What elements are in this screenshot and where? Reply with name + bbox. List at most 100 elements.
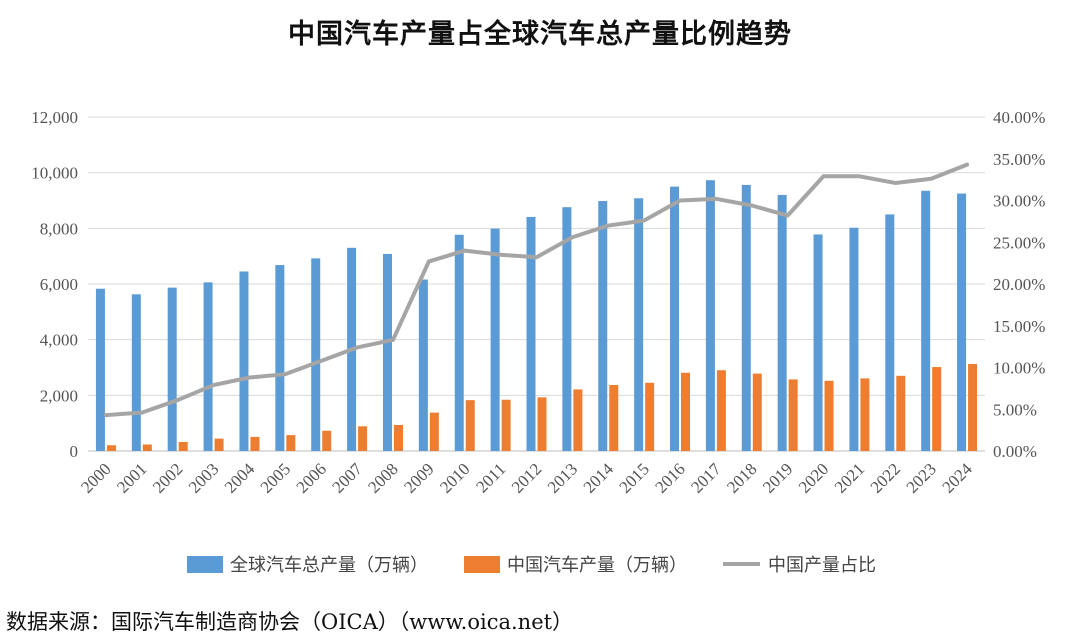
left-axis-ticks: 0 2,000 4,000 6,000 8,000 10,000 12,000 xyxy=(31,108,78,461)
bar-china-2008 xyxy=(393,424,403,451)
y2-tick-label: 20.00% xyxy=(993,275,1045,294)
y-tick-label: 2,000 xyxy=(40,386,78,405)
bar-global-2019 xyxy=(777,194,787,451)
bar-china-2001 xyxy=(142,444,152,451)
y-tick-label: 8,000 xyxy=(40,219,78,238)
bar-china-2021 xyxy=(860,378,870,451)
bar-global-2021 xyxy=(849,227,859,451)
bar-china-2013 xyxy=(573,389,583,451)
bar-china-2022 xyxy=(896,375,906,451)
x-tick-label: 2002 xyxy=(149,459,186,496)
y2-tick-label: 15.00% xyxy=(993,317,1045,336)
y-tick-label: 4,000 xyxy=(40,331,78,350)
x-tick-label: 2005 xyxy=(257,459,294,496)
bar-global-2016 xyxy=(670,186,680,452)
x-tick-label: 2012 xyxy=(508,459,545,496)
bar-global-2024 xyxy=(957,193,967,451)
bar-china-2023 xyxy=(932,367,942,451)
x-tick-label: 2010 xyxy=(436,459,473,496)
bar-china-2016 xyxy=(681,372,691,451)
bar-china-2015 xyxy=(645,382,655,451)
x-tick-label: 2015 xyxy=(615,459,652,496)
y2-tick-label: 10.00% xyxy=(993,359,1045,378)
bar-china-2009 xyxy=(429,412,439,451)
bar-china-2010 xyxy=(465,400,475,451)
bar-china-2020 xyxy=(824,380,834,451)
right-axis-ticks: 0.00% 5.00% 10.00% 15.00% 20.00% 25.00% 30.00%… xyxy=(993,108,1045,461)
bar-global-2001 xyxy=(131,294,141,451)
global-bars xyxy=(95,180,967,452)
legend-label-global: 全球汽车总产量（万辆） xyxy=(230,555,428,576)
x-tick-label: 2000 xyxy=(77,459,114,496)
y2-tick-label: 0.00% xyxy=(993,442,1037,461)
bar-china-2005 xyxy=(286,435,296,451)
y-tick-label: 10,000 xyxy=(31,164,78,183)
bar-global-2011 xyxy=(490,228,500,451)
legend-swatch-global xyxy=(187,556,223,573)
y2-tick-label: 5.00% xyxy=(993,400,1037,419)
gridlines xyxy=(88,116,985,452)
x-tick-label: 2016 xyxy=(651,459,688,496)
bar-china-2006 xyxy=(322,430,332,451)
bar-global-2006 xyxy=(311,258,321,451)
y-tick-label: 6,000 xyxy=(40,275,78,294)
bar-global-2013 xyxy=(562,207,572,451)
bar-china-2014 xyxy=(609,384,619,451)
y2-tick-label: 25.00% xyxy=(993,233,1045,252)
bar-global-2012 xyxy=(526,216,536,451)
x-tick-label: 2017 xyxy=(687,459,725,497)
x-axis-ticks: 2000200120022003200420052006200720082009… xyxy=(77,459,976,497)
bar-china-2003 xyxy=(214,438,224,451)
bar-global-2009 xyxy=(418,279,428,451)
x-tick-label: 2003 xyxy=(185,459,222,496)
y-tick-label: 0 xyxy=(70,442,79,461)
bar-global-2002 xyxy=(167,287,177,451)
bar-china-2004 xyxy=(250,436,260,451)
bar-china-2018 xyxy=(752,373,762,451)
bar-global-2005 xyxy=(275,265,285,451)
x-tick-label: 2024 xyxy=(938,459,976,497)
bar-global-2014 xyxy=(598,201,608,451)
chart-title: 中国汽车产量占全球汽车总产量比例趋势 xyxy=(288,19,792,50)
legend-label-ratio: 中国产量占比 xyxy=(768,555,876,576)
ratio-line xyxy=(103,162,970,418)
legend-label-china: 中国汽车产量（万辆） xyxy=(507,555,687,576)
bar-china-2011 xyxy=(501,399,511,451)
bar-china-2024 xyxy=(968,363,978,451)
bar-global-2018 xyxy=(741,184,751,451)
china-bars xyxy=(106,363,978,451)
x-tick-label: 2001 xyxy=(113,459,150,496)
x-tick-label: 2018 xyxy=(723,459,760,496)
x-tick-label: 2023 xyxy=(903,459,940,496)
bar-global-2008 xyxy=(382,253,392,451)
bar-global-2015 xyxy=(634,198,644,451)
legend-swatch-china xyxy=(464,556,500,573)
ratio-line-group xyxy=(103,162,970,418)
y2-tick-label: 35.00% xyxy=(993,150,1045,169)
y2-tick-label: 30.00% xyxy=(993,192,1045,211)
x-tick-label: 2011 xyxy=(472,459,509,496)
x-tick-label: 2021 xyxy=(831,459,868,496)
bar-global-2003 xyxy=(203,282,213,451)
bar-global-2000 xyxy=(95,288,105,451)
x-tick-label: 2004 xyxy=(221,459,259,497)
x-tick-label: 2013 xyxy=(544,459,581,496)
bar-global-2022 xyxy=(885,214,895,451)
bar-global-2023 xyxy=(921,190,931,451)
x-tick-label: 2007 xyxy=(328,459,366,497)
y-tick-label: 12,000 xyxy=(31,108,78,127)
x-tick-label: 2019 xyxy=(759,459,796,496)
x-tick-label: 2022 xyxy=(867,459,904,496)
source-note: 数据来源：国际汽车制造商协会（OICA）（www.oica.net） xyxy=(6,610,574,634)
bar-china-2012 xyxy=(537,397,547,451)
x-tick-label: 2009 xyxy=(400,459,437,496)
bar-china-2017 xyxy=(716,370,726,451)
bar-china-2002 xyxy=(178,441,188,451)
bar-china-2007 xyxy=(358,426,368,451)
bar-china-2019 xyxy=(788,379,798,451)
x-tick-label: 2014 xyxy=(580,459,618,497)
bar-global-2017 xyxy=(705,180,715,451)
x-tick-label: 2008 xyxy=(364,459,401,496)
x-tick-label: 2006 xyxy=(293,459,330,496)
